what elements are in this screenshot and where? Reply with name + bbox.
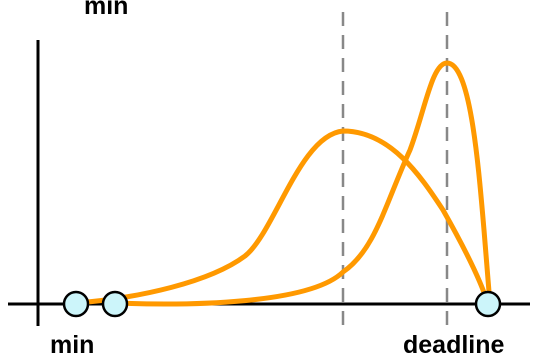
distribution-curve-sharp (112, 60, 493, 307)
top-label: min (84, 0, 129, 20)
distribution-curve-broad (73, 128, 491, 307)
marker-start-2 (101, 290, 129, 318)
marker-deadline (474, 290, 502, 318)
min-label: min (50, 331, 95, 359)
marker-start-1 (62, 290, 90, 318)
deadline-label: deadline (403, 331, 505, 359)
